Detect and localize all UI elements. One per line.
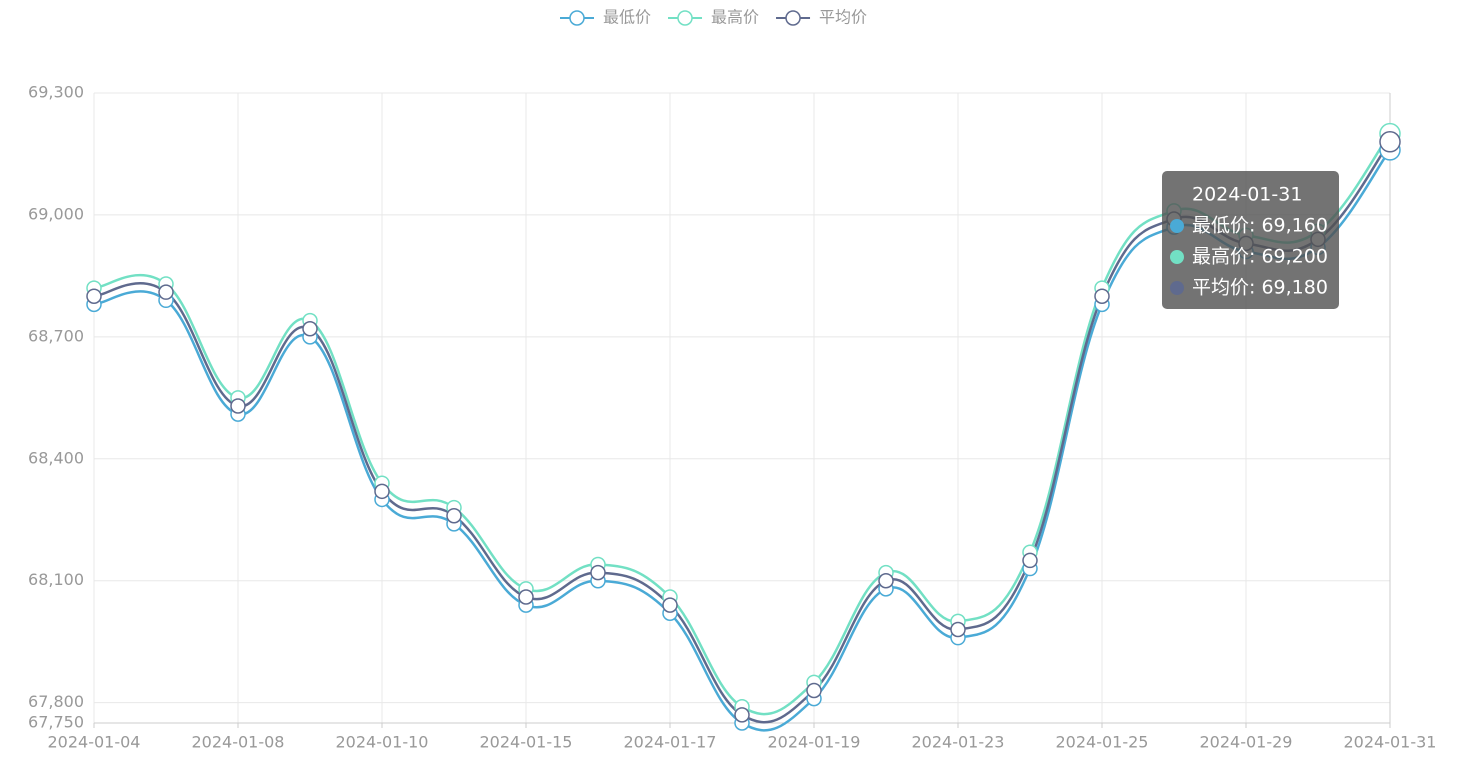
data-point: [806, 682, 822, 699]
tooltip-dot: [1170, 250, 1184, 264]
data-point: [446, 507, 462, 524]
x-tick-label: 2024-01-19: [768, 733, 861, 752]
data-point: [1379, 131, 1401, 153]
tooltip-box: [1162, 171, 1339, 309]
x-tick-label: 2024-01-17: [624, 733, 717, 752]
x-tick-label: 2024-01-08: [192, 733, 285, 752]
data-point: [878, 572, 894, 589]
data-point: [86, 288, 102, 304]
tooltip-item: 最低价: 69,160: [1192, 215, 1328, 237]
x-tick-label: 2024-01-31: [1344, 733, 1437, 752]
y-tick-label: 69,000: [28, 204, 84, 223]
x-tick-label: 2024-01-04: [48, 733, 141, 752]
data-point: [230, 398, 246, 414]
legend-marker: [569, 10, 585, 26]
legend-label: 最高价: [711, 8, 759, 27]
x-tick-label: 2024-01-10: [336, 733, 429, 752]
data-point: [950, 621, 966, 638]
y-tick-label: 68,700: [28, 326, 84, 345]
tooltip-item: 最高价: 69,200: [1192, 246, 1328, 268]
data-point: [302, 320, 318, 337]
data-point: [734, 707, 750, 723]
y-tick-label: 68,100: [28, 570, 84, 589]
y-tick-label: 68,400: [28, 448, 84, 467]
tooltip-item: 平均价: 69,180: [1192, 277, 1328, 299]
tooltip-dot: [1170, 219, 1184, 233]
data-point: [374, 483, 390, 500]
x-tick-label: 2024-01-23: [912, 733, 1005, 752]
legend-marker: [785, 10, 801, 26]
data-point: [518, 589, 534, 605]
data-point: [1022, 552, 1038, 569]
data-point: [1094, 288, 1110, 304]
data-point: [158, 284, 174, 300]
tooltip-dot: [1170, 281, 1184, 295]
tooltip-title: 2024-01-31: [1192, 184, 1302, 206]
data-point: [662, 597, 678, 613]
tooltip: 2024-01-31 最低价: 69,160 最高价: 69,200 平均价: 69,…: [1162, 171, 1339, 309]
legend-marker: [677, 10, 693, 26]
data-point: [590, 564, 606, 581]
y-tick-label: 69,300: [28, 83, 84, 102]
legend-label: 最低价: [603, 8, 651, 27]
x-tick-label: 2024-01-29: [1200, 733, 1293, 752]
y-tick-label: 67,800: [28, 692, 84, 711]
legend-label: 平均价: [819, 8, 867, 27]
x-tick-label: 2024-01-25: [1056, 733, 1149, 752]
x-tick-label: 2024-01-15: [480, 733, 573, 752]
y-tick-label: 67,750: [28, 713, 84, 732]
